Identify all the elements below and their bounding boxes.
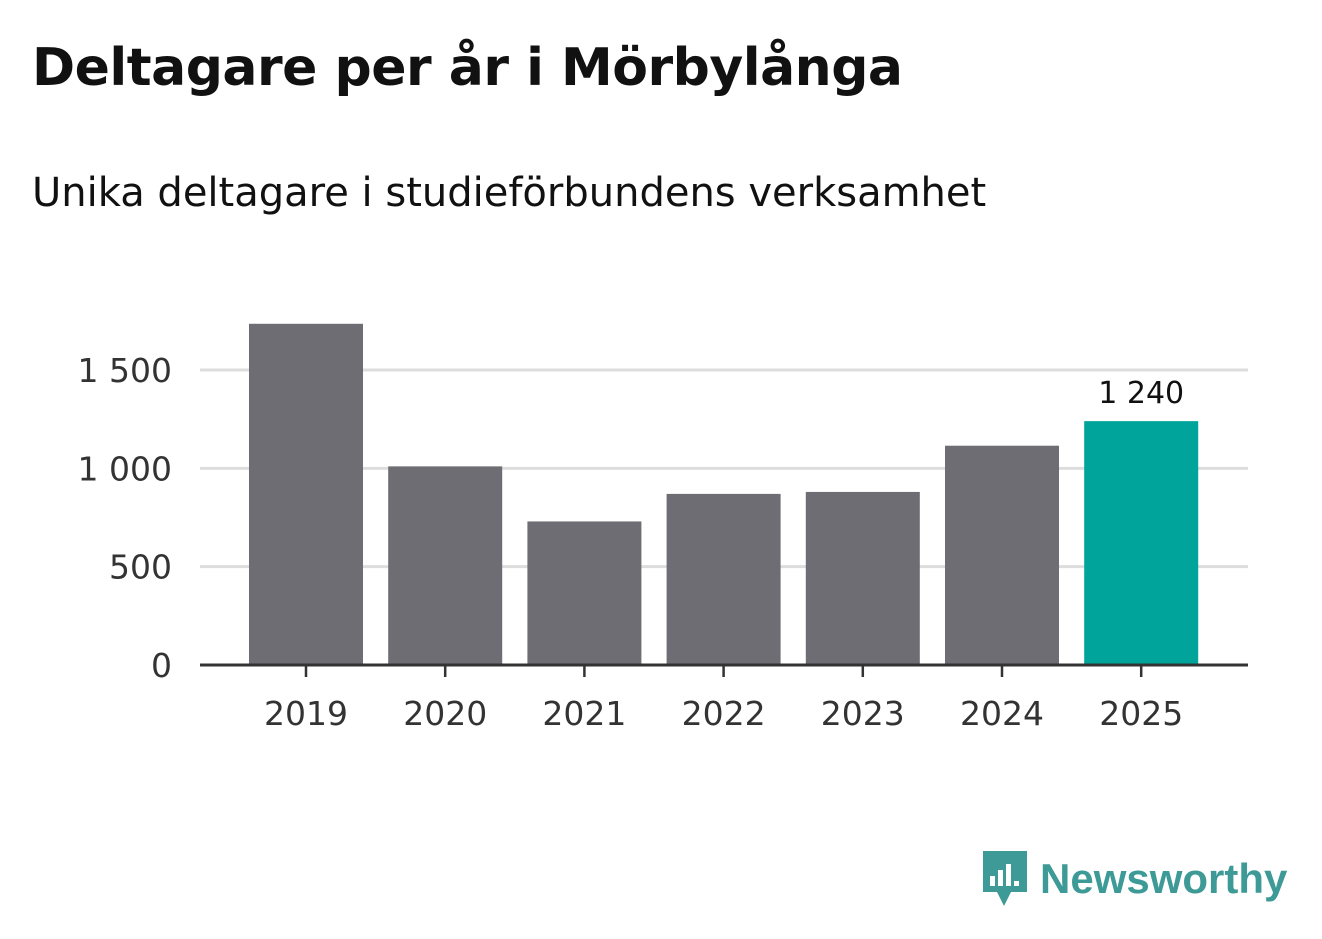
data-label-2025: 1 240 [1098, 376, 1184, 411]
bar-2025 [1084, 421, 1199, 665]
y-tick-label: 1 500 [78, 351, 172, 390]
x-tick-label: 2021 [542, 694, 626, 733]
bar-2024 [945, 445, 1059, 665]
x-tick-label: 2023 [821, 694, 905, 733]
y-tick-label: 0 [151, 646, 172, 685]
x-tick-label: 2025 [1099, 694, 1183, 733]
y-tick-label: 1 000 [78, 449, 172, 488]
chart-title: Deltagare per år i Mörbylånga [32, 38, 903, 98]
chart-subtitle: Unika deltagare i studieförbundens verks… [32, 170, 987, 216]
bar-2022 [666, 493, 781, 665]
brand-logo: Newsworthy [980, 848, 1287, 910]
bar-2021 [527, 521, 642, 665]
x-tick-label: 2019 [264, 694, 348, 733]
x-tick-label: 2020 [403, 694, 487, 733]
brand-name: Newsworthy [1040, 855, 1288, 902]
newsworthy-logo-icon [983, 851, 1027, 906]
x-tick-label: 2024 [960, 694, 1044, 733]
bar-2019 [249, 323, 363, 665]
bar-2020 [388, 466, 503, 665]
x-tick-label: 2022 [682, 694, 766, 733]
y-tick-label: 500 [109, 548, 172, 587]
bar-2023 [805, 491, 920, 665]
